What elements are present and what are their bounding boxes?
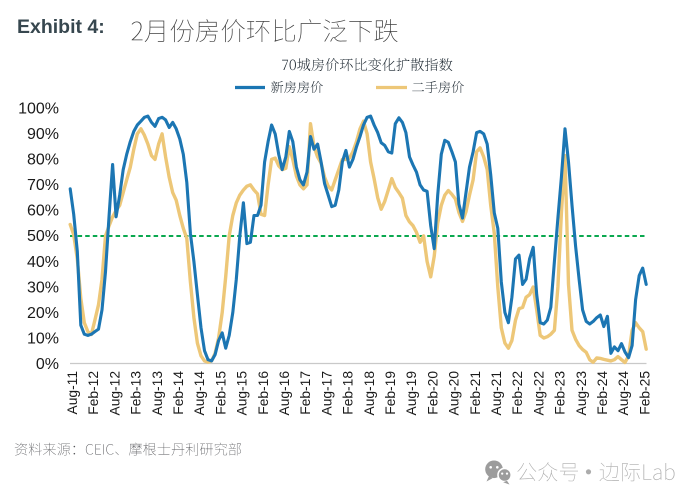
svg-text:Feb-17: Feb-17 bbox=[298, 371, 313, 415]
svg-text:Aug-16: Aug-16 bbox=[277, 371, 292, 416]
svg-text:80%: 80% bbox=[27, 152, 59, 169]
svg-text:Aug-20: Aug-20 bbox=[447, 371, 462, 416]
svg-text:Feb-23: Feb-23 bbox=[553, 371, 568, 415]
svg-text:Aug-14: Aug-14 bbox=[192, 371, 207, 416]
svg-text:Feb-25: Feb-25 bbox=[637, 371, 652, 415]
svg-text:Feb-18: Feb-18 bbox=[341, 371, 356, 415]
svg-text:20%: 20% bbox=[27, 305, 59, 322]
svg-text:Aug-19: Aug-19 bbox=[404, 371, 419, 416]
svg-text:90%: 90% bbox=[27, 126, 59, 143]
svg-text:Feb-20: Feb-20 bbox=[425, 371, 440, 415]
svg-text:40%: 40% bbox=[27, 254, 59, 271]
svg-text:Aug-24: Aug-24 bbox=[616, 371, 631, 416]
svg-text:Feb-15: Feb-15 bbox=[213, 371, 228, 415]
svg-text:Feb-16: Feb-16 bbox=[256, 371, 271, 415]
svg-text:Feb-12: Feb-12 bbox=[86, 371, 101, 415]
svg-text:Aug-13: Aug-13 bbox=[150, 371, 165, 416]
svg-text:Feb-19: Feb-19 bbox=[383, 371, 398, 415]
svg-text:100%: 100% bbox=[18, 101, 59, 118]
svg-text:30%: 30% bbox=[27, 279, 59, 296]
svg-text:Aug-18: Aug-18 bbox=[362, 371, 377, 416]
svg-text:Feb-14: Feb-14 bbox=[171, 371, 186, 415]
svg-text:10%: 10% bbox=[27, 330, 59, 347]
svg-text:Aug-17: Aug-17 bbox=[319, 371, 334, 416]
svg-text:70%: 70% bbox=[27, 177, 59, 194]
svg-text:50%: 50% bbox=[27, 228, 59, 245]
svg-text:60%: 60% bbox=[27, 203, 59, 220]
svg-text:Feb-24: Feb-24 bbox=[595, 371, 610, 415]
svg-text:Feb-22: Feb-22 bbox=[510, 371, 525, 415]
svg-text:Aug-23: Aug-23 bbox=[574, 371, 589, 416]
svg-text:0%: 0% bbox=[36, 356, 59, 373]
svg-text:Aug-12: Aug-12 bbox=[107, 371, 122, 416]
svg-text:Aug-21: Aug-21 bbox=[489, 371, 504, 416]
svg-text:Aug-22: Aug-22 bbox=[531, 371, 546, 416]
svg-text:Feb-21: Feb-21 bbox=[468, 371, 483, 415]
svg-text:Aug-15: Aug-15 bbox=[235, 371, 250, 416]
svg-text:Feb-13: Feb-13 bbox=[129, 371, 144, 415]
svg-text:Aug-11: Aug-11 bbox=[65, 371, 80, 414]
